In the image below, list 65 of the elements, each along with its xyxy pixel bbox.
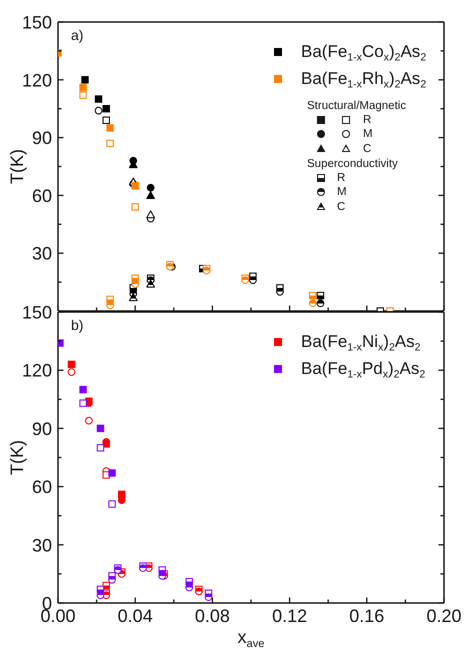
- point: [102, 105, 110, 112]
- y-tick-label: 30: [32, 535, 52, 556]
- point: [96, 424, 104, 432]
- point: [132, 182, 139, 190]
- y-tick-label: 30: [32, 244, 52, 264]
- point: [316, 292, 324, 300]
- annotation: C: [337, 200, 346, 214]
- point: [108, 500, 116, 508]
- point: [68, 360, 76, 368]
- point: [309, 292, 316, 300]
- y-tick-label: 150: [22, 12, 52, 32]
- point: [316, 299, 324, 308]
- y-tick-label: 60: [32, 477, 52, 498]
- y-axis-title: T(K): [7, 440, 27, 475]
- annotation: R: [363, 113, 372, 127]
- x-tick-label: 0.16: [349, 606, 384, 626]
- x-tick-label: 0.04: [118, 606, 153, 626]
- y-tick-label: 90: [32, 418, 52, 439]
- point: [79, 84, 87, 92]
- point: [132, 274, 139, 282]
- legend-label: Ba(Fe$_{1-x}$Ni$_{x}$)$_{2}$As$_{2}$: [301, 332, 420, 354]
- y-tick-label: 90: [32, 128, 52, 148]
- point: [96, 444, 104, 452]
- point: [146, 184, 154, 192]
- point: [132, 203, 139, 211]
- y-tick-label: 60: [32, 186, 52, 206]
- y-tick-label: 150: [22, 302, 52, 322]
- point: [79, 399, 87, 407]
- annotation: Superconductivity: [307, 157, 398, 171]
- annotation: b): [71, 317, 84, 333]
- point: [128, 293, 138, 302]
- point: [94, 106, 102, 114]
- point: [94, 95, 102, 103]
- point: [108, 469, 116, 477]
- annotation: M: [363, 127, 373, 142]
- point: [68, 368, 76, 376]
- y-tick-label: 120: [22, 70, 52, 90]
- annotation: R: [337, 171, 346, 185]
- annotation: Structural/Magnetic: [307, 99, 406, 113]
- y-axis-title: T(K): [7, 149, 27, 184]
- legend-label: Ba(Fe$_{1-x}$Pd$_{x}$)$_{2}$As$_{2}$: [301, 358, 426, 380]
- annotation: C: [363, 142, 372, 156]
- point: [85, 416, 93, 424]
- point: [106, 140, 114, 148]
- point: [79, 386, 87, 394]
- point: [146, 191, 155, 199]
- point: [308, 299, 317, 308]
- x-axis-title: x$_{ave}$: [238, 627, 264, 650]
- point: [102, 116, 110, 124]
- point: [106, 124, 114, 132]
- legend-label: Ba(Fe$_{1-x}$Rh$_{x}$)$_{2}$As$_{2}$: [301, 68, 426, 90]
- point: [241, 276, 250, 284]
- annotation: a): [71, 27, 84, 43]
- x-tick-label: 0.20: [426, 606, 462, 626]
- legend-label: Ba(Fe$_{1-x}$Co$_{x}$)$_{2}$As$_{2}$: [301, 42, 426, 64]
- point: [118, 490, 126, 498]
- x-tick-label: 0.08: [194, 606, 230, 626]
- x-tick-label: 0.12: [272, 606, 308, 626]
- point: [106, 296, 114, 304]
- point: [146, 280, 155, 288]
- point: [146, 210, 155, 218]
- annotation: M: [337, 185, 347, 200]
- point: [81, 76, 89, 84]
- y-tick-label: 120: [22, 360, 52, 381]
- point: [79, 92, 87, 99]
